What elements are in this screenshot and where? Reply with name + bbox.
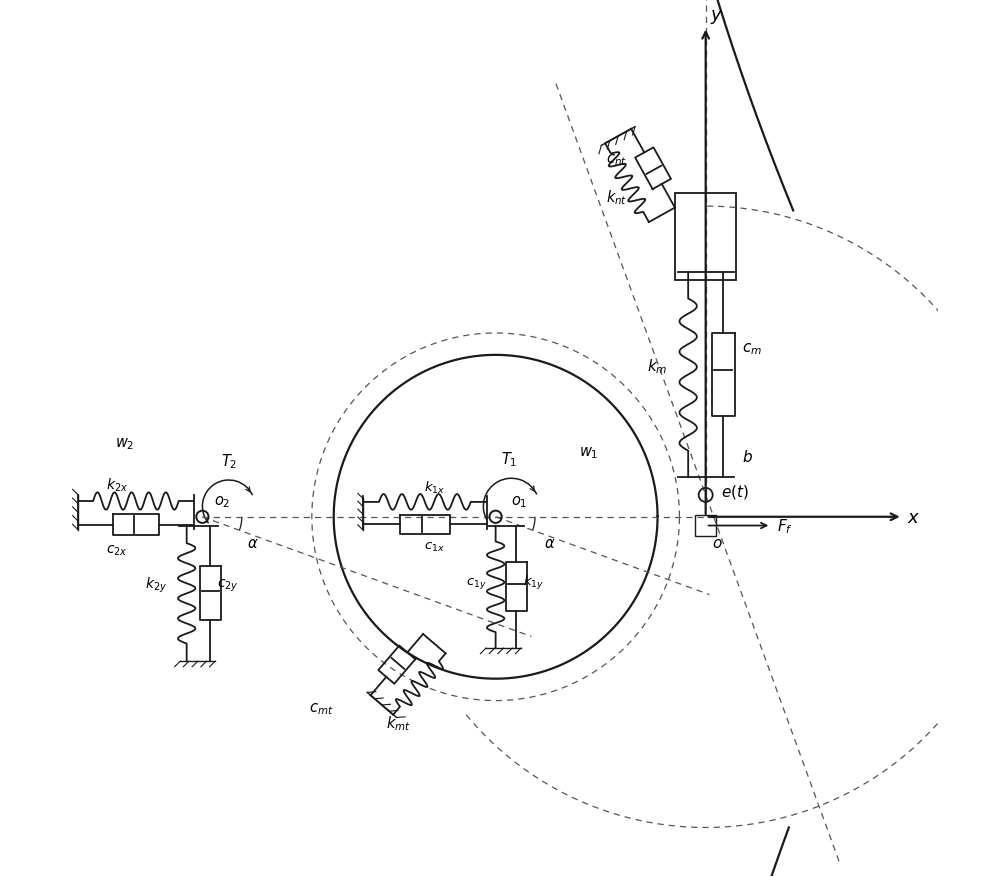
Text: $c_m$: $c_m$ bbox=[742, 341, 762, 357]
Text: $k_{1y}$: $k_{1y}$ bbox=[523, 574, 544, 592]
Text: $e(t)$: $e(t)$ bbox=[721, 482, 749, 500]
Bar bbox=[695, 516, 716, 537]
Text: $o_1$: $o_1$ bbox=[511, 494, 528, 510]
Text: $F_f$: $F_f$ bbox=[777, 517, 793, 535]
Text: $b$: $b$ bbox=[742, 448, 753, 464]
Text: $w_1$: $w_1$ bbox=[579, 445, 598, 460]
Text: $T_1$: $T_1$ bbox=[501, 450, 517, 468]
Text: $k_{mt}$: $k_{mt}$ bbox=[386, 714, 411, 732]
Text: $k_{2y}$: $k_{2y}$ bbox=[145, 575, 167, 595]
Bar bbox=[675, 194, 736, 282]
Text: $o$: $o$ bbox=[712, 537, 722, 551]
Text: $c_{nt}$: $c_{nt}$ bbox=[606, 152, 627, 168]
Text: $\alpha$: $\alpha$ bbox=[544, 537, 556, 551]
Text: $x$: $x$ bbox=[907, 508, 920, 526]
Text: $o_2$: $o_2$ bbox=[214, 494, 230, 510]
Text: $c_{mt}$: $c_{mt}$ bbox=[309, 701, 334, 717]
Text: $c_{2y}$: $c_{2y}$ bbox=[217, 577, 239, 593]
Text: $k_m$: $k_m$ bbox=[647, 357, 667, 375]
Text: $c_{2x}$: $c_{2x}$ bbox=[106, 544, 127, 558]
Text: $c_{1y}$: $c_{1y}$ bbox=[466, 575, 487, 590]
Text: $y$: $y$ bbox=[710, 8, 723, 25]
Text: $c_{1x}$: $c_{1x}$ bbox=[424, 540, 444, 553]
Text: $\alpha$: $\alpha$ bbox=[247, 537, 259, 551]
Text: $k_{2x}$: $k_{2x}$ bbox=[106, 476, 128, 494]
Text: $k_{nt}$: $k_{nt}$ bbox=[606, 189, 627, 207]
Text: $T_2$: $T_2$ bbox=[221, 452, 237, 470]
Text: $k_{1x}$: $k_{1x}$ bbox=[424, 479, 445, 496]
Text: $w_2$: $w_2$ bbox=[115, 436, 134, 452]
